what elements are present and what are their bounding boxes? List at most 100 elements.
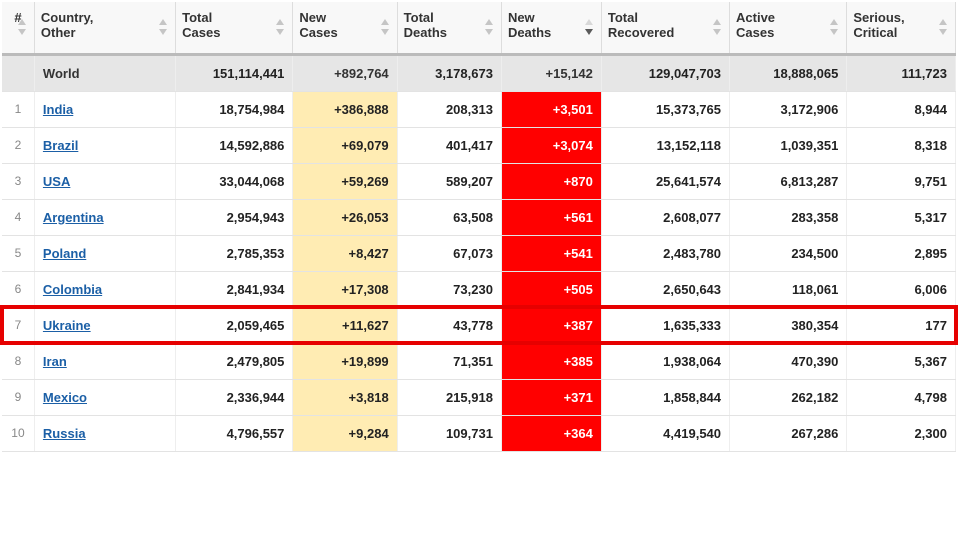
cell-totalDeaths: 3,178,673 bbox=[397, 54, 501, 91]
cell-totalDeaths: 71,351 bbox=[397, 343, 501, 379]
cell-rank: 10 bbox=[2, 415, 34, 451]
country-link[interactable]: Russia bbox=[43, 426, 86, 441]
cell-totalCases: 2,336,944 bbox=[176, 379, 293, 415]
cell-rank: 3 bbox=[2, 163, 34, 199]
country-link[interactable]: USA bbox=[43, 174, 70, 189]
sort-icon[interactable] bbox=[159, 19, 169, 35]
column-header-newCases[interactable]: New Cases bbox=[293, 2, 397, 54]
cell-newCases: +26,053 bbox=[293, 199, 397, 235]
cell-active: 1,039,351 bbox=[730, 127, 847, 163]
column-header-label: New Cases bbox=[299, 10, 337, 40]
column-header-label: Serious, Critical bbox=[853, 10, 904, 40]
cell-rank: 6 bbox=[2, 271, 34, 307]
country-link[interactable]: Brazil bbox=[43, 138, 78, 153]
cell-active: 6,813,287 bbox=[730, 163, 847, 199]
cell-totalDeaths: 215,918 bbox=[397, 379, 501, 415]
cell-recovered: 1,938,064 bbox=[601, 343, 729, 379]
table-row: 1India18,754,984+386,888208,313+3,50115,… bbox=[2, 91, 956, 127]
cell-newCases: +386,888 bbox=[293, 91, 397, 127]
cell-totalCases: 2,841,934 bbox=[176, 271, 293, 307]
cell-serious: 4,798 bbox=[847, 379, 956, 415]
cell-country: Brazil bbox=[34, 127, 175, 163]
cell-rank: 9 bbox=[2, 379, 34, 415]
cell-serious: 5,317 bbox=[847, 199, 956, 235]
cell-totalCases: 2,954,943 bbox=[176, 199, 293, 235]
sort-icon[interactable] bbox=[381, 19, 391, 35]
column-header-country[interactable]: Country, Other bbox=[34, 2, 175, 54]
sort-icon[interactable] bbox=[276, 19, 286, 35]
country-link[interactable]: India bbox=[43, 102, 73, 117]
column-header-serious[interactable]: Serious, Critical bbox=[847, 2, 956, 54]
cell-newDeaths: +385 bbox=[501, 343, 601, 379]
column-header-recovered[interactable]: Total Recovered bbox=[601, 2, 729, 54]
cell-rank: 2 bbox=[2, 127, 34, 163]
cell-recovered: 13,152,118 bbox=[601, 127, 729, 163]
cell-recovered: 2,483,780 bbox=[601, 235, 729, 271]
sort-icon[interactable] bbox=[585, 19, 595, 35]
cell-recovered: 15,373,765 bbox=[601, 91, 729, 127]
sort-icon[interactable] bbox=[18, 19, 28, 35]
cell-newCases: +17,308 bbox=[293, 271, 397, 307]
cell-newCases: +3,818 bbox=[293, 379, 397, 415]
column-header-newDeaths[interactable]: New Deaths bbox=[501, 2, 601, 54]
cell-rank: 1 bbox=[2, 91, 34, 127]
cell-serious: 2,300 bbox=[847, 415, 956, 451]
cell-newDeaths: +541 bbox=[501, 235, 601, 271]
table-row: 10Russia4,796,557+9,284109,731+3644,419,… bbox=[2, 415, 956, 451]
cell-newCases: +9,284 bbox=[293, 415, 397, 451]
country-link[interactable]: Ukraine bbox=[43, 318, 91, 333]
cell-active: 470,390 bbox=[730, 343, 847, 379]
cell-totalCases: 4,796,557 bbox=[176, 415, 293, 451]
cell-newDeaths: +387 bbox=[501, 307, 601, 343]
cell-recovered: 1,858,844 bbox=[601, 379, 729, 415]
cell-recovered: 129,047,703 bbox=[601, 54, 729, 91]
cell-active: 3,172,906 bbox=[730, 91, 847, 127]
cell-recovered: 2,650,643 bbox=[601, 271, 729, 307]
sort-icon[interactable] bbox=[830, 19, 840, 35]
country-link[interactable]: Iran bbox=[43, 354, 67, 369]
cell-country: Colombia bbox=[34, 271, 175, 307]
table-row: 7Ukraine2,059,465+11,62743,778+3871,635,… bbox=[2, 307, 956, 343]
cell-rank bbox=[2, 54, 34, 91]
sort-icon[interactable] bbox=[939, 19, 949, 35]
column-header-label: Active Cases bbox=[736, 10, 775, 40]
country-link[interactable]: Poland bbox=[43, 246, 86, 261]
sort-icon[interactable] bbox=[485, 19, 495, 35]
cell-rank: 4 bbox=[2, 199, 34, 235]
cell-serious: 8,318 bbox=[847, 127, 956, 163]
sort-icon[interactable] bbox=[713, 19, 723, 35]
cell-newDeaths: +505 bbox=[501, 271, 601, 307]
cell-country: Mexico bbox=[34, 379, 175, 415]
cell-newDeaths: +364 bbox=[501, 415, 601, 451]
cell-rank: 8 bbox=[2, 343, 34, 379]
cell-country: USA bbox=[34, 163, 175, 199]
cell-active: 234,500 bbox=[730, 235, 847, 271]
cell-newCases: +11,627 bbox=[293, 307, 397, 343]
cell-serious: 8,944 bbox=[847, 91, 956, 127]
cell-newDeaths: +3,501 bbox=[501, 91, 601, 127]
cell-totalCases: 2,059,465 bbox=[176, 307, 293, 343]
cell-country: Iran bbox=[34, 343, 175, 379]
cell-newDeaths: +561 bbox=[501, 199, 601, 235]
cell-totalDeaths: 73,230 bbox=[397, 271, 501, 307]
table-row: 9 Mexico 2,336,944+3,818215,918+3711,858,8… bbox=[2, 379, 956, 415]
column-header-label: Total Deaths bbox=[404, 10, 447, 40]
cell-newCases: +892,764 bbox=[293, 54, 397, 91]
cell-country: Argentina bbox=[34, 199, 175, 235]
cell-serious: 6,006 bbox=[847, 271, 956, 307]
country-link[interactable]: Colombia bbox=[43, 282, 102, 297]
country-link[interactable]: Mexico bbox=[43, 390, 87, 405]
cell-newDeaths: +15,142 bbox=[501, 54, 601, 91]
column-header-rank[interactable]: # bbox=[2, 2, 34, 54]
table-row: 4Argentina2,954,943+26,05363,508+5612,60… bbox=[2, 199, 956, 235]
country-link[interactable]: Argentina bbox=[43, 210, 104, 225]
cell-totalCases: 2,479,805 bbox=[176, 343, 293, 379]
cell-totalDeaths: 401,417 bbox=[397, 127, 501, 163]
column-header-active[interactable]: Active Cases bbox=[730, 2, 847, 54]
cell-newDeaths: +870 bbox=[501, 163, 601, 199]
cell-newDeaths: +371 bbox=[501, 379, 601, 415]
table-row: 8Iran2,479,805+19,89971,351+3851,938,064… bbox=[2, 343, 956, 379]
column-header-totalDeaths[interactable]: Total Deaths bbox=[397, 2, 501, 54]
table-header: #Country, OtherTotal CasesNew Cases Total… bbox=[2, 2, 956, 54]
column-header-totalCases[interactable]: Total Cases bbox=[176, 2, 293, 54]
